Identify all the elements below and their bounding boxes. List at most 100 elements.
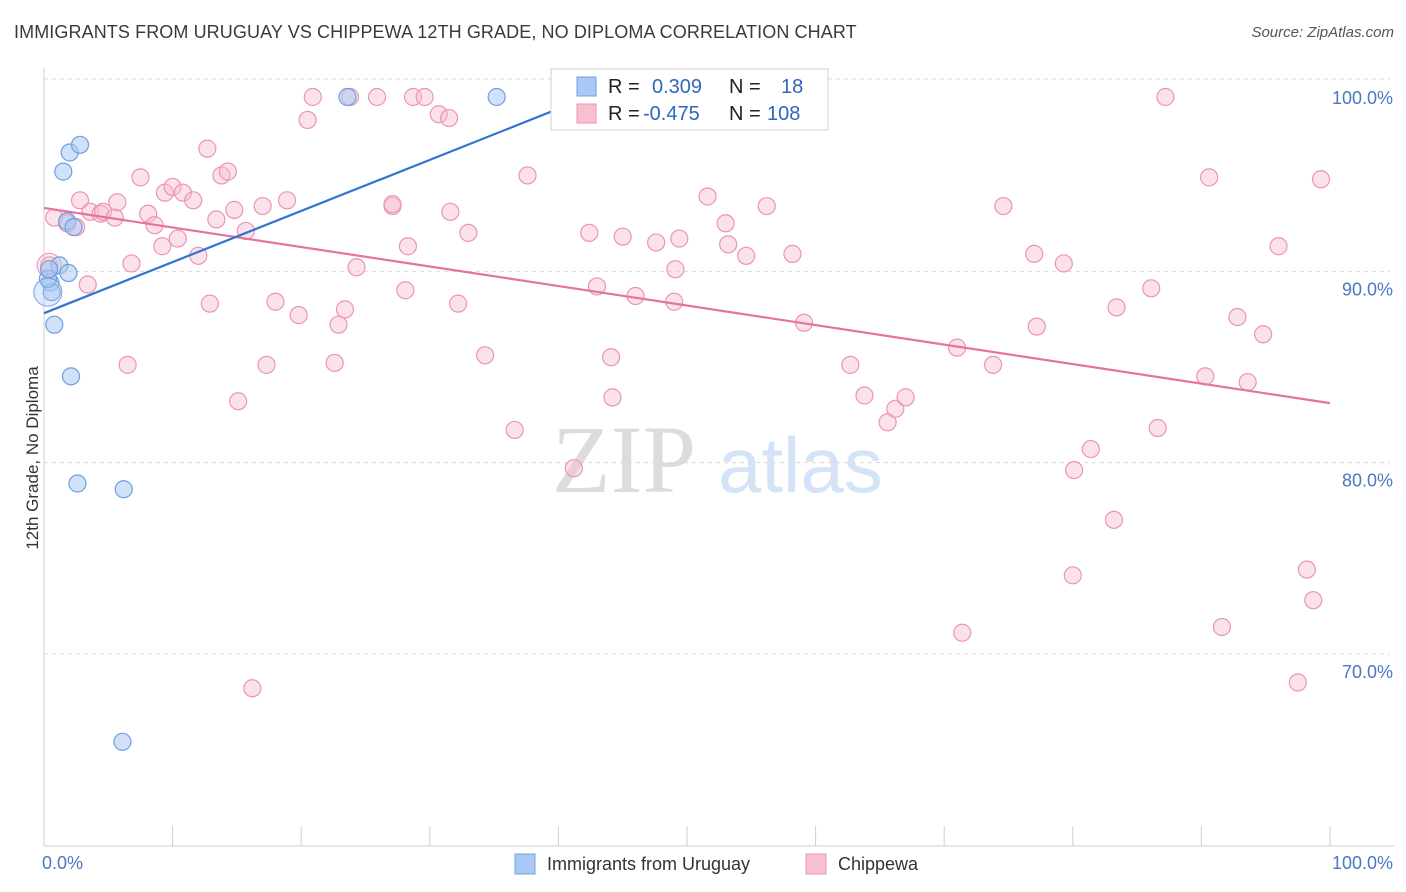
- y-tick-label-90: 90.0%: [1342, 279, 1393, 299]
- chippewa-point: [1156, 87, 1175, 107]
- x-tick-label-max: 100.0%: [1332, 853, 1393, 873]
- chippewa-point: [439, 108, 459, 128]
- chippewa-trend-line: [43, 206, 1331, 405]
- chippewa-point: [878, 413, 897, 432]
- series-legend: Immigrants from Uruguay Chippewa: [514, 853, 919, 875]
- y-axis-label: 12th Grade, No Diploma: [23, 366, 42, 550]
- chippewa-point: [1269, 237, 1288, 256]
- chippewa-point: [78, 275, 97, 294]
- uruguay-point: [487, 87, 506, 107]
- chippewa-point: [1148, 418, 1167, 438]
- legend-n-label-uruguay: N =: [729, 76, 761, 98]
- chippewa-point: [855, 386, 874, 405]
- chippewa-point: [983, 355, 1003, 374]
- chippewa-point: [1054, 254, 1073, 273]
- legend-r-value-uruguay: 0.309: [652, 76, 702, 98]
- chart-source: Source: ZipAtlas.com: [1251, 24, 1394, 41]
- legend-n-label-chippewa: N =: [729, 103, 761, 125]
- chippewa-point: [613, 227, 632, 246]
- chippewa-point: [459, 223, 478, 242]
- chippewa-point: [1304, 591, 1323, 610]
- uruguay-point: [114, 480, 133, 499]
- chippewa-point: [289, 306, 308, 325]
- bottom-legend-swatch-uruguay: [514, 853, 536, 875]
- chippewa-point: [737, 246, 756, 265]
- chippewa-point: [200, 294, 219, 313]
- chippewa-point: [783, 244, 802, 263]
- chippewa-point: [1228, 307, 1247, 327]
- chippewa-point: [841, 355, 860, 374]
- chippewa-point: [603, 388, 622, 407]
- chippewa-point: [518, 166, 537, 185]
- chippewa-point: [229, 392, 248, 411]
- chippewa-point: [1081, 439, 1100, 459]
- chippewa-point: [670, 229, 689, 248]
- uruguay-point: [338, 87, 357, 107]
- uruguay-point: [59, 263, 78, 283]
- bottom-legend-label-uruguay: Immigrants from Uruguay: [547, 854, 750, 874]
- chippewa-point: [108, 193, 127, 212]
- chippewa-points: [36, 87, 1331, 698]
- chippewa-point: [163, 177, 182, 197]
- uruguay-point: [45, 315, 64, 334]
- chippewa-point: [441, 202, 460, 221]
- chippewa-point: [335, 300, 355, 319]
- bottom-legend-label-chippewa: Chippewa: [838, 854, 919, 874]
- chippewa-point: [347, 258, 366, 277]
- chippewa-point: [122, 254, 141, 273]
- chippewa-point: [383, 195, 402, 214]
- chippewa-point: [131, 168, 150, 187]
- legend-swatch-uruguay: [576, 76, 597, 97]
- chippewa-point: [1142, 279, 1161, 298]
- chippewa-point: [1104, 510, 1124, 529]
- chippewa-point: [886, 399, 905, 418]
- chippewa-point: [647, 233, 666, 252]
- chippewa-point: [564, 459, 583, 478]
- chippewa-point: [953, 623, 972, 642]
- chippewa-point: [277, 191, 297, 210]
- chippewa-point: [1027, 317, 1046, 336]
- legend-n-value-uruguay: 18: [781, 76, 803, 98]
- y-tick-label-100: 100.0%: [1332, 88, 1393, 108]
- chippewa-point: [198, 139, 217, 158]
- chippewa-point: [153, 237, 172, 256]
- uruguay-trend-line: [43, 103, 570, 315]
- uruguay-point: [68, 474, 87, 493]
- uruguay-point: [70, 135, 90, 154]
- chippewa-point: [139, 204, 158, 223]
- uruguay-point: [33, 277, 63, 307]
- chippewa-point: [505, 420, 524, 440]
- chippewa-point: [475, 346, 495, 365]
- legend-r-label-uruguay: R =: [608, 76, 640, 98]
- chippewa-point: [325, 353, 344, 373]
- uruguay-points: [33, 87, 506, 751]
- chippewa-point: [448, 294, 468, 313]
- chippewa-point: [896, 388, 915, 407]
- chippewa-point: [1025, 244, 1044, 263]
- chippewa-point: [994, 196, 1013, 216]
- chippewa-point: [396, 281, 415, 300]
- chippewa-point: [719, 235, 738, 254]
- uruguay-point: [64, 218, 83, 237]
- chippewa-point: [698, 187, 717, 206]
- chippewa-point: [398, 237, 418, 256]
- chippewa-point: [757, 196, 776, 216]
- chippewa-point: [168, 229, 187, 248]
- chippewa-point: [298, 110, 317, 130]
- chippewa-point: [118, 355, 137, 374]
- correlation-legend-box: [550, 68, 829, 131]
- chippewa-point: [173, 183, 192, 202]
- chippewa-point: [1297, 560, 1316, 579]
- bottom-legend-swatch-chippewa: [805, 853, 827, 875]
- uruguay-point: [113, 732, 132, 751]
- legend-r-value-chippewa: -0.475: [643, 103, 700, 125]
- chippewa-point: [253, 196, 272, 216]
- chippewa-point: [1200, 168, 1219, 187]
- correlation-legend: R = 0.309 N = 18 R = -0.475 N = 108: [550, 68, 829, 131]
- uruguay-point: [54, 162, 73, 181]
- chippewa-point: [602, 348, 621, 367]
- legend-swatch-chippewa: [576, 103, 597, 124]
- legend-n-value-chippewa: 108: [767, 103, 800, 125]
- y-tick-label-70: 70.0%: [1342, 662, 1393, 682]
